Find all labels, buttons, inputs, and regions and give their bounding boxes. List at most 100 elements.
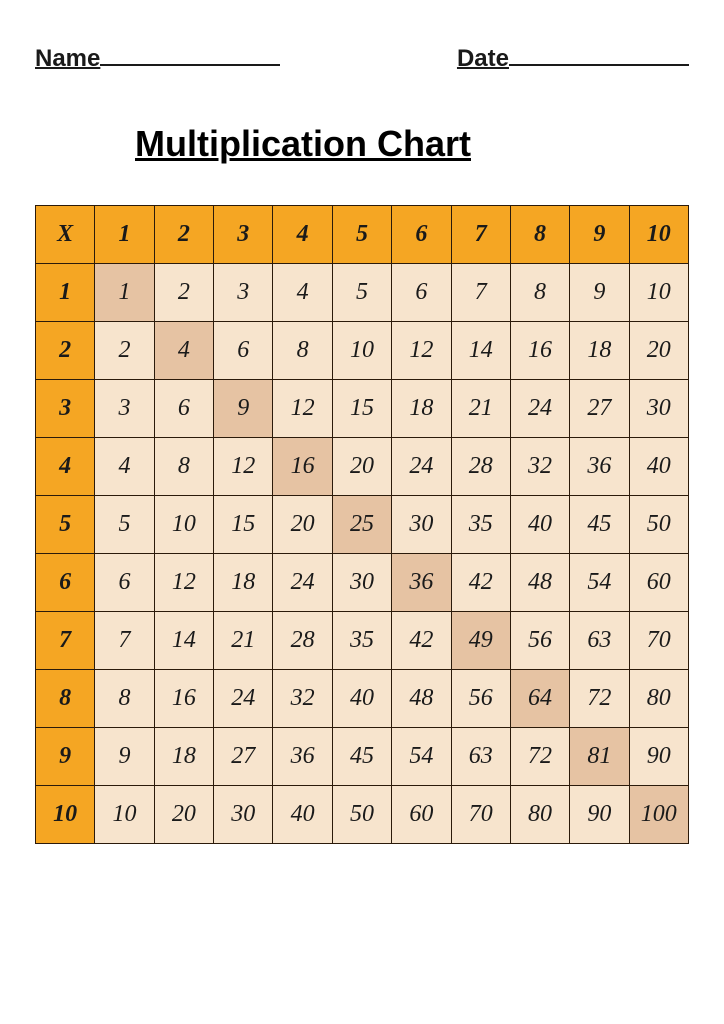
table-cell: 21 xyxy=(214,612,273,670)
row-header: 10 xyxy=(36,786,95,844)
name-label: Name xyxy=(35,45,100,73)
table-cell: 20 xyxy=(154,786,213,844)
table-cell: 20 xyxy=(332,438,391,496)
table-cell: 24 xyxy=(392,438,451,496)
table-cell: 54 xyxy=(570,554,629,612)
row-header: 4 xyxy=(36,438,95,496)
table-cell: 60 xyxy=(629,554,688,612)
table-cell: 2 xyxy=(95,322,154,380)
table-cell: 6 xyxy=(154,380,213,438)
table-cell: 50 xyxy=(629,496,688,554)
table-cell: 45 xyxy=(332,728,391,786)
table-cell: 81 xyxy=(570,728,629,786)
table-cell: 30 xyxy=(392,496,451,554)
name-field: Name xyxy=(35,40,280,73)
date-blank-line[interactable] xyxy=(509,40,689,66)
table-cell: 70 xyxy=(451,786,510,844)
table-cell: 16 xyxy=(510,322,569,380)
table-cell: 63 xyxy=(451,728,510,786)
table-cell: 6 xyxy=(392,264,451,322)
row-header: 1 xyxy=(36,264,95,322)
table-cell: 8 xyxy=(510,264,569,322)
table-cell: 5 xyxy=(95,496,154,554)
table-cell: 27 xyxy=(570,380,629,438)
page-title: Multiplication Chart xyxy=(75,123,689,165)
table-cell: 80 xyxy=(510,786,569,844)
table-cell: 9 xyxy=(214,380,273,438)
row-header: 5 xyxy=(36,496,95,554)
table-cell: 12 xyxy=(154,554,213,612)
col-header: 1 xyxy=(95,206,154,264)
row-header: 3 xyxy=(36,380,95,438)
table-cell: 12 xyxy=(273,380,332,438)
table-cell: 27 xyxy=(214,728,273,786)
name-blank-line[interactable] xyxy=(100,40,280,66)
table-cell: 18 xyxy=(570,322,629,380)
col-header: 8 xyxy=(510,206,569,264)
table-cell: 3 xyxy=(214,264,273,322)
col-header: 2 xyxy=(154,206,213,264)
row-header: 7 xyxy=(36,612,95,670)
table-cell: 24 xyxy=(273,554,332,612)
row-header: 6 xyxy=(36,554,95,612)
table-cell: 14 xyxy=(451,322,510,380)
table-cell: 25 xyxy=(332,496,391,554)
table-cell: 6 xyxy=(95,554,154,612)
table-cell: 12 xyxy=(392,322,451,380)
table-cell: 32 xyxy=(273,670,332,728)
table-cell: 14 xyxy=(154,612,213,670)
multiplication-table: X123456789101123456789102246810121416182… xyxy=(35,205,689,844)
table-cell: 10 xyxy=(629,264,688,322)
table-cell: 40 xyxy=(510,496,569,554)
table-cell: 48 xyxy=(392,670,451,728)
table-cell: 45 xyxy=(570,496,629,554)
table-cell: 35 xyxy=(332,612,391,670)
table-cell: 8 xyxy=(154,438,213,496)
col-header: 7 xyxy=(451,206,510,264)
table-cell: 8 xyxy=(95,670,154,728)
table-cell: 24 xyxy=(510,380,569,438)
table-cell: 18 xyxy=(392,380,451,438)
table-cell: 10 xyxy=(95,786,154,844)
table-cell: 8 xyxy=(273,322,332,380)
table-cell: 20 xyxy=(273,496,332,554)
table-cell: 100 xyxy=(629,786,688,844)
table-cell: 16 xyxy=(154,670,213,728)
table-cell: 12 xyxy=(214,438,273,496)
table-cell: 72 xyxy=(510,728,569,786)
table-cell: 64 xyxy=(510,670,569,728)
table-cell: 36 xyxy=(570,438,629,496)
table-cell: 10 xyxy=(332,322,391,380)
table-cell: 48 xyxy=(510,554,569,612)
table-cell: 90 xyxy=(629,728,688,786)
col-header: 3 xyxy=(214,206,273,264)
table-cell: 36 xyxy=(392,554,451,612)
table-cell: 4 xyxy=(154,322,213,380)
header-row: Name Date xyxy=(35,40,689,73)
table-cell: 18 xyxy=(154,728,213,786)
table-cell: 42 xyxy=(392,612,451,670)
table-cell: 30 xyxy=(332,554,391,612)
table-cell: 54 xyxy=(392,728,451,786)
col-header: 10 xyxy=(629,206,688,264)
table-cell: 20 xyxy=(629,322,688,380)
table-cell: 63 xyxy=(570,612,629,670)
table-cell: 1 xyxy=(95,264,154,322)
table-cell: 9 xyxy=(570,264,629,322)
table-cell: 56 xyxy=(451,670,510,728)
col-header: 4 xyxy=(273,206,332,264)
table-cell: 2 xyxy=(154,264,213,322)
table-cell: 30 xyxy=(214,786,273,844)
table-cell: 40 xyxy=(273,786,332,844)
table-cell: 4 xyxy=(95,438,154,496)
table-cell: 72 xyxy=(570,670,629,728)
multiplication-chart: X123456789101123456789102246810121416182… xyxy=(35,205,689,844)
table-cell: 18 xyxy=(214,554,273,612)
table-cell: 32 xyxy=(510,438,569,496)
table-cell: 4 xyxy=(273,264,332,322)
table-cell: 7 xyxy=(95,612,154,670)
table-cell: 49 xyxy=(451,612,510,670)
table-cell: 24 xyxy=(214,670,273,728)
table-cell: 15 xyxy=(332,380,391,438)
table-cell: 60 xyxy=(392,786,451,844)
